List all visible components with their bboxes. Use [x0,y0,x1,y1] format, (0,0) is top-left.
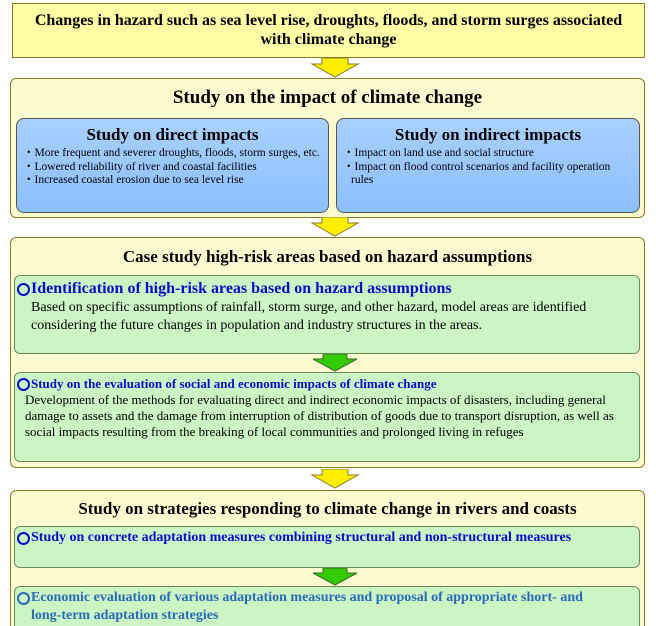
arrow [310,58,360,78]
indirect-items: ・Impact on land use and social structure… [343,147,633,188]
arrow [312,568,358,586]
impact-item: ・Impact on flood control scenarios and f… [343,160,611,187]
identification-title-text: Identification of high-risk areas based … [31,280,452,297]
hazard-text: Changes in hazard such as sea level rise… [34,12,623,48]
ring [17,532,30,545]
evaluation-title-text: Study on the evaluation of social and ec… [31,376,437,391]
measures-title: Study on concrete adaptation measures co… [15,529,639,547]
direct-title: Study on direct impacts [86,125,259,144]
economic-title-text: Economic evaluation of various adaptatio… [31,590,583,623]
identification-box: Identification of high-risk areas based … [14,275,640,354]
strategies-title: Study on strategies responding to climat… [78,499,577,518]
hazard-box: Changes in hazard such as sea level rise… [12,3,645,58]
case-title: Case study high-risk areas based on haza… [122,247,533,266]
indirect-title: Study on indirect impacts [394,125,582,144]
identification-text: Based on specific assumptions of rainfal… [31,300,587,333]
evaluation-title: Study on the evaluation of social and ec… [15,376,639,392]
arrow [310,217,360,237]
impact-title: Study on the impact of climate change [172,87,483,108]
economic-title: Economic evaluation of various adaptatio… [15,589,639,625]
identification-title: Identification of high-risk areas based … [15,279,639,299]
measures-box: Study on concrete adaptation measures co… [14,526,640,568]
ring [17,283,30,296]
arrow [312,354,358,372]
impact-item: ・Impact on land use and social structure [343,147,534,159]
impact-item: ・Increased coastal erosion due to sea le… [23,174,244,186]
evaluation-text: Development of the methods for evaluatin… [25,392,614,439]
evaluation-box: Study on the evaluation of social and ec… [14,372,640,462]
impact-item: ・Lowered reliability of river and coasta… [23,160,257,173]
ring [17,378,30,391]
measures-title-text: Study on concrete adaptation measures co… [31,530,572,545]
arrow [310,469,360,489]
ring [17,592,30,605]
indirect-box: Study on indirect impacts ・Impact on lan… [336,118,640,213]
economic-box: Economic evaluation of various adaptatio… [14,586,640,626]
direct-items: ・More frequent and severer droughts, flo… [23,147,322,188]
direct-box: Study on direct impacts ・More frequent a… [16,118,329,213]
impact-item: ・More frequent and severer droughts, flo… [23,147,320,159]
